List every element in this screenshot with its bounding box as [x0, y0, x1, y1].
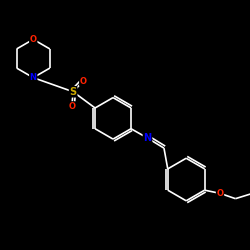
Text: O: O [216, 189, 224, 198]
Text: O: O [80, 76, 87, 86]
Text: O: O [30, 35, 37, 44]
Text: N: N [30, 73, 37, 82]
Text: S: S [70, 87, 77, 97]
Text: N: N [144, 133, 152, 143]
Text: O: O [68, 102, 75, 111]
